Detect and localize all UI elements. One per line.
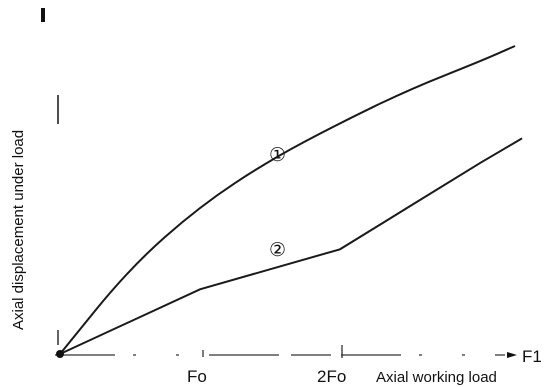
x-tick-label-0: Fo xyxy=(187,367,207,386)
origin-point xyxy=(56,350,64,358)
series-label-1: ① xyxy=(269,145,286,166)
y-axis-top-marker xyxy=(41,8,45,22)
y-axis-title: Axial displacement under load xyxy=(10,130,27,330)
series-label-2: ② xyxy=(269,240,286,261)
x-axis-symbol: F1 xyxy=(522,347,542,366)
x-axis-arrow xyxy=(507,352,517,358)
series-line-2 xyxy=(59,137,523,355)
series-line-1 xyxy=(59,45,516,355)
x-axis-title: Axial working load xyxy=(376,369,497,386)
x-tick-label-1: 2Fo xyxy=(317,367,346,386)
